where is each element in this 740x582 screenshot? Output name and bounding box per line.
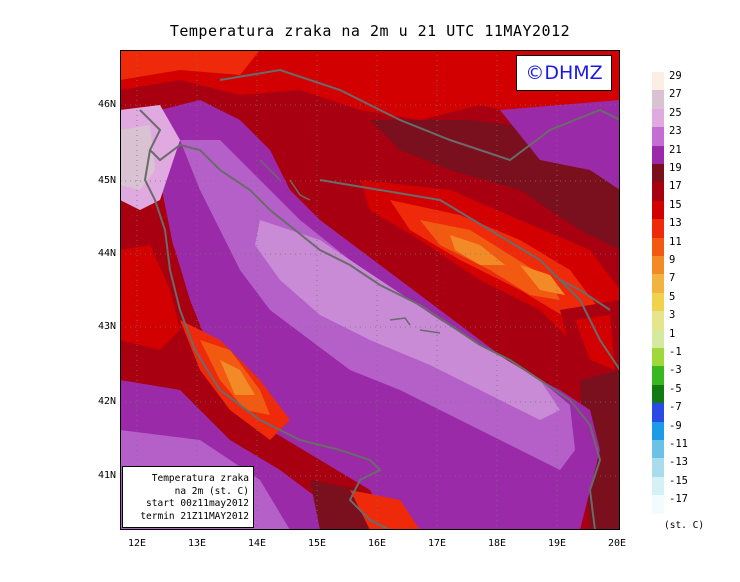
legend-swatch	[652, 274, 664, 293]
info-line-valid: termin 21Z11MAY2012	[140, 510, 249, 522]
legend-swatch	[652, 164, 664, 183]
lon-label-13e: 13E	[187, 538, 207, 549]
lon-label-18e: 18E	[487, 538, 507, 549]
legend-label: 9	[669, 254, 676, 266]
legend-swatch	[652, 90, 664, 109]
temperature-map	[120, 50, 620, 530]
lon-label-19e: 19E	[547, 538, 567, 549]
legend-label: -5	[669, 382, 682, 395]
legend-swatch	[652, 219, 664, 238]
legend-label: 19	[669, 162, 682, 174]
legend-swatch	[652, 145, 664, 164]
lon-label-14e: 14E	[247, 538, 267, 549]
legend-swatch	[652, 256, 664, 275]
lat-label-46n: 46N	[97, 99, 116, 110]
lat-label-41n: 41N	[97, 470, 116, 481]
legend-swatch	[652, 348, 664, 367]
lat-label-44n: 44N	[97, 248, 116, 259]
legend-swatch	[652, 292, 664, 312]
east-coastline	[139, 109, 602, 530]
legend-label: 23	[669, 125, 682, 138]
legend-label: 3	[669, 309, 676, 322]
lon-label-20e: 20E	[607, 538, 627, 549]
map-frame	[120, 50, 620, 530]
legend-swatch	[652, 384, 664, 404]
legend-swatch	[652, 403, 664, 422]
legend-swatch	[652, 72, 664, 91]
lat-label-42n: 42N	[97, 396, 116, 407]
legend-label: -15	[669, 474, 688, 487]
legend-label: -7	[669, 401, 682, 414]
legend-label: 29	[669, 70, 682, 82]
legend-swatch	[652, 311, 664, 330]
info-line-level: na 2m (st. C)	[174, 485, 249, 497]
legend-label: 15	[669, 198, 682, 211]
legend-swatch	[652, 182, 664, 201]
legend-label: 21	[669, 143, 682, 156]
legend-label: 1	[669, 327, 676, 340]
lat-label-43n: 43N	[97, 321, 116, 332]
legend-label: -17	[669, 493, 688, 506]
graticule	[120, 50, 620, 530]
legend-label: 5	[669, 290, 676, 303]
legend-swatch	[652, 108, 664, 128]
legend-label: -1	[669, 346, 682, 358]
northern-border	[219, 68, 620, 162]
legend-label: 7	[669, 272, 676, 285]
legend-swatch	[652, 458, 664, 477]
dhmz-logo: ©DHMZ	[516, 55, 612, 91]
legend-swatch	[652, 200, 664, 220]
map-title: Temperatura zraka na 2m u 21 UTC 11MAY20…	[169, 22, 571, 40]
legend-label: 13	[669, 217, 682, 230]
legend-label: 11	[669, 235, 682, 248]
info-line-start: start 00z11may2012	[146, 498, 249, 509]
lon-label-12e: 12E	[127, 538, 147, 549]
legend-label: -13	[669, 456, 688, 469]
legend-label: -11	[669, 438, 688, 450]
lon-label-15e: 15E	[307, 538, 327, 549]
info-box: Temperatura zraka na 2m (st. C) start 00…	[122, 466, 254, 528]
legend-swatch	[652, 421, 664, 440]
legend-label: 27	[669, 88, 682, 101]
west-coastline	[143, 149, 391, 530]
legend-swatch	[652, 127, 664, 146]
lon-label-16e: 16E	[367, 538, 387, 549]
legend-swatch	[652, 366, 664, 385]
legend-label: 25	[669, 106, 682, 119]
legend-swatch	[652, 476, 664, 496]
legend-swatch	[652, 237, 664, 256]
legend-swatch	[652, 495, 664, 514]
legend-label: -3	[669, 364, 682, 377]
legend-label: 17	[669, 180, 682, 193]
lon-label-17e: 17E	[427, 538, 447, 549]
legend-label: -9	[669, 419, 682, 432]
lat-label-45n: 45N	[97, 175, 116, 186]
bosnia-border	[319, 179, 620, 371]
info-line-variable: Temperatura zraka	[151, 473, 249, 484]
legend-unit: (st. C)	[664, 520, 705, 531]
legend-swatch	[652, 440, 664, 459]
legend-swatch	[652, 329, 664, 348]
